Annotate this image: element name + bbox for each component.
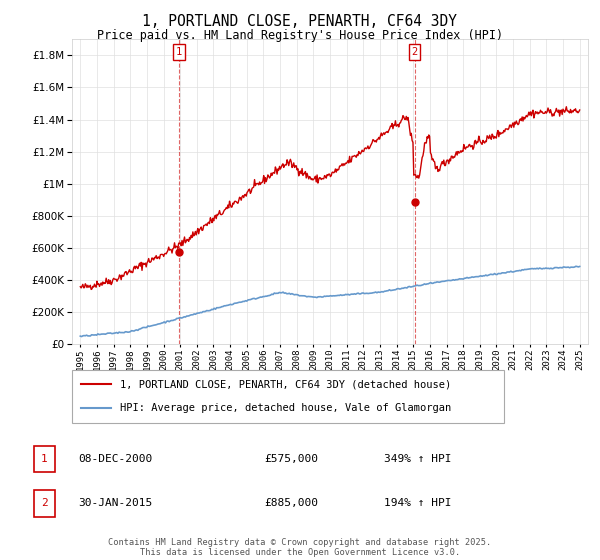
Text: 1: 1 <box>41 454 48 464</box>
FancyBboxPatch shape <box>72 370 504 423</box>
Text: Contains HM Land Registry data © Crown copyright and database right 2025.
This d: Contains HM Land Registry data © Crown c… <box>109 538 491 557</box>
Text: HPI: Average price, detached house, Vale of Glamorgan: HPI: Average price, detached house, Vale… <box>119 403 451 413</box>
Text: £885,000: £885,000 <box>264 498 318 508</box>
Text: 30-JAN-2015: 30-JAN-2015 <box>78 498 152 508</box>
FancyBboxPatch shape <box>34 446 55 472</box>
Text: 349% ↑ HPI: 349% ↑ HPI <box>384 454 452 464</box>
Text: 1: 1 <box>176 47 182 57</box>
FancyBboxPatch shape <box>34 491 55 516</box>
Text: 2: 2 <box>412 47 418 57</box>
Text: £575,000: £575,000 <box>264 454 318 464</box>
Text: 1, PORTLAND CLOSE, PENARTH, CF64 3DY: 1, PORTLAND CLOSE, PENARTH, CF64 3DY <box>143 14 458 29</box>
Text: 2: 2 <box>41 498 48 508</box>
Text: Price paid vs. HM Land Registry's House Price Index (HPI): Price paid vs. HM Land Registry's House … <box>97 29 503 42</box>
Text: 08-DEC-2000: 08-DEC-2000 <box>78 454 152 464</box>
Text: 194% ↑ HPI: 194% ↑ HPI <box>384 498 452 508</box>
Text: 1, PORTLAND CLOSE, PENARTH, CF64 3DY (detached house): 1, PORTLAND CLOSE, PENARTH, CF64 3DY (de… <box>119 380 451 390</box>
